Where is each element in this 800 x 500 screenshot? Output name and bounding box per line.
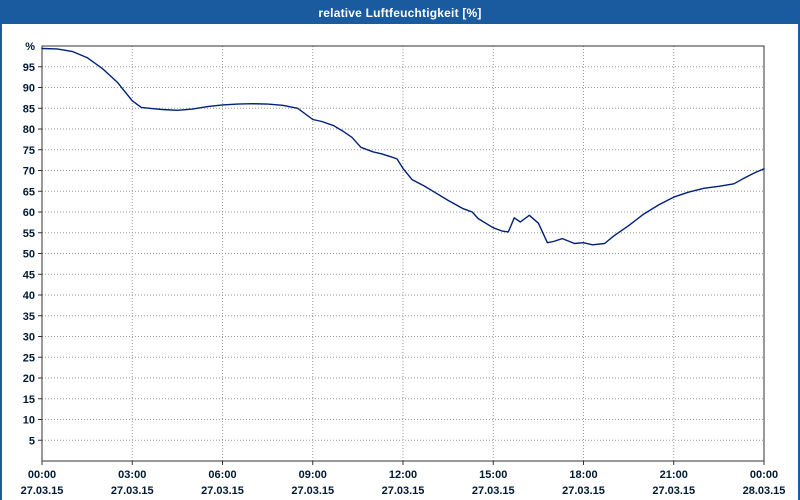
x-axis-labels: 00:00 27.03.15 03:00 27.03.15 06:00 27.03.15 0… [21, 469, 786, 497]
svg-text:15:00: 15:00 [479, 469, 507, 481]
svg-text:5: 5 [29, 435, 35, 447]
svg-text:00:00: 00:00 [28, 469, 56, 481]
svg-text:06:00: 06:00 [208, 469, 236, 481]
y-axis-labels: 5 10 15 20 25 30 35 40 45 50 55 60 65 70 75 80 85 90 95% [23, 41, 35, 447]
axis-ticks [38, 66, 765, 465]
svg-text:27.03.15: 27.03.15 [652, 485, 695, 497]
svg-text:35: 35 [23, 311, 35, 323]
svg-text:80: 80 [23, 124, 35, 136]
svg-text:25: 25 [23, 352, 35, 364]
svg-text:75: 75 [23, 145, 35, 157]
svg-text:15: 15 [23, 394, 35, 406]
svg-text:27.03.15: 27.03.15 [562, 485, 605, 497]
svg-text:00:00: 00:00 [750, 469, 778, 481]
data-line [41, 47, 765, 246]
y-axis-unit-label: % [25, 41, 35, 53]
svg-text:28.03.15: 28.03.15 [743, 485, 786, 497]
svg-text:18:00: 18:00 [569, 469, 597, 481]
svg-text:65: 65 [23, 186, 35, 198]
svg-text:09:00: 09:00 [299, 469, 327, 481]
svg-text:27.03.15: 27.03.15 [111, 485, 154, 497]
svg-text:12:00: 12:00 [389, 469, 417, 481]
chart-title: relative Luftfeuchtigkeit [%] [318, 6, 482, 20]
svg-text:03:00: 03:00 [118, 469, 146, 481]
svg-text:70: 70 [23, 166, 35, 178]
svg-text:40: 40 [23, 290, 35, 302]
svg-text:27.03.15: 27.03.15 [201, 485, 244, 497]
humidity-chart: 5 10 15 20 25 30 35 40 45 50 55 60 65 70 75 80 85 90 95% 00… [21, 41, 786, 497]
chart-area: 5 10 15 20 25 30 35 40 45 50 55 60 65 70 75 80 85 90 95% 00… [2, 24, 798, 500]
svg-text:27.03.15: 27.03.15 [21, 485, 64, 497]
svg-text:27.03.15: 27.03.15 [291, 485, 334, 497]
svg-text:30: 30 [23, 332, 35, 344]
svg-text:10: 10 [23, 415, 35, 427]
svg-text:27.03.15: 27.03.15 [472, 485, 515, 497]
svg-text:50: 50 [23, 249, 35, 261]
svg-text:21:00: 21:00 [660, 469, 688, 481]
svg-text:90: 90 [23, 83, 35, 95]
svg-text:95: 95 [23, 62, 35, 74]
svg-text:55: 55 [23, 228, 35, 240]
svg-text:20: 20 [23, 373, 35, 385]
svg-text:85: 85 [23, 103, 35, 115]
svg-text:27.03.15: 27.03.15 [382, 485, 425, 497]
gridlines [42, 46, 764, 461]
svg-text:60: 60 [23, 207, 35, 219]
svg-text:45: 45 [23, 269, 35, 281]
chart-title-bar: relative Luftfeuchtigkeit [%] [2, 2, 798, 24]
